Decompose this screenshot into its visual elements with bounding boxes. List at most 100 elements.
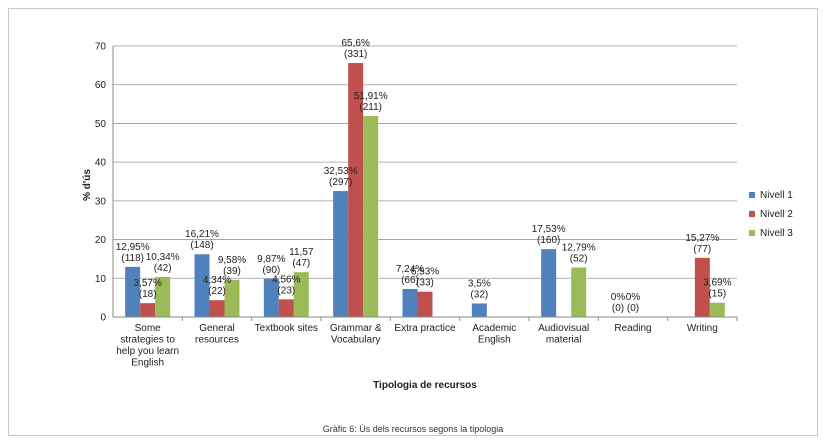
data-label: (90)	[262, 265, 280, 276]
data-label: (66)	[401, 275, 419, 286]
legend-swatch	[749, 230, 755, 236]
data-label: 3,57%	[133, 278, 161, 289]
data-label: 11,57	[289, 247, 314, 258]
legend-swatch	[749, 192, 755, 198]
x-category-label: Extra practice	[394, 323, 456, 334]
data-label: 3,69%	[703, 278, 731, 289]
data-label: (15)	[708, 289, 726, 300]
data-label: 0%	[626, 292, 641, 303]
bar-nivell-2	[209, 300, 225, 317]
data-label: (77)	[693, 244, 711, 255]
data-label: (32)	[470, 289, 488, 300]
data-label: 6,53%	[411, 267, 439, 278]
y-tick-label: 50	[95, 119, 107, 130]
data-label: (297)	[329, 177, 352, 188]
data-label: (39)	[223, 266, 241, 277]
data-label: 9,58%	[218, 255, 246, 266]
x-category-label: Writing	[687, 323, 718, 334]
legend-label: Nivell 2	[760, 209, 793, 220]
bar-nivell-3	[293, 272, 309, 317]
data-label: (18)	[139, 289, 157, 300]
bar-nivell-3	[155, 276, 171, 317]
grid-lines	[113, 45, 737, 279]
legend-label: Nivell 1	[760, 190, 793, 201]
bar-nivell-2	[348, 63, 364, 317]
y-tick-label: 60	[95, 80, 107, 91]
y-tick-label: 0	[100, 313, 106, 324]
chart-frame	[8, 8, 818, 436]
bar-nivell-1	[194, 254, 210, 317]
x-category-label: General	[199, 323, 235, 334]
legend-swatch	[749, 211, 755, 217]
y-tick-label: 70	[95, 42, 107, 53]
legend-label: Nivell 3	[760, 228, 793, 239]
data-label: 3,5%	[468, 278, 491, 289]
data-label: (33)	[416, 278, 434, 289]
legend: Nivell 1 Nivell 2 Nivell 3	[749, 190, 793, 239]
bar-nivell-2	[694, 257, 710, 317]
x-category-label: resources	[195, 335, 239, 346]
x-category-label: help you learn	[116, 346, 179, 357]
x-category-label: Audiovisual	[538, 323, 589, 334]
data-label: (42)	[154, 263, 172, 274]
x-category-label: Reading	[614, 323, 651, 334]
bar-nivell-1	[471, 303, 487, 317]
data-label: (118)	[121, 253, 144, 264]
data-label: (331)	[344, 49, 367, 60]
y-tick-label: 10	[95, 274, 107, 285]
x-category-label: Vocabulary	[331, 335, 380, 346]
bar-nivell-3	[224, 279, 240, 317]
data-label: 16,21%	[185, 229, 219, 240]
bar-nivell-3	[363, 116, 379, 317]
bar-nivell-2	[417, 291, 433, 317]
data-label: 9,87%	[257, 254, 285, 265]
x-category-label: English	[478, 335, 511, 346]
data-label: 51,91%	[354, 91, 388, 102]
bar-nivell-2	[140, 303, 156, 317]
data-label: (22)	[208, 286, 226, 297]
data-label: 65,6%	[341, 38, 369, 49]
bar-nivell-1	[402, 288, 418, 317]
bar-nivell-3	[709, 302, 725, 317]
data-label: (0)	[627, 303, 639, 314]
x-category-label: Textbook sites	[255, 323, 318, 334]
y-tick-label: 20	[95, 235, 107, 246]
x-category-label: material	[546, 335, 582, 346]
bar-nivell-2	[278, 299, 294, 317]
y-tick-label: 40	[95, 158, 107, 169]
data-label: (52)	[570, 253, 588, 264]
x-category-label: English	[131, 358, 164, 369]
data-label: 10,34%	[146, 252, 180, 263]
x-category-label: Academic	[472, 323, 516, 334]
data-label: 32,53%	[324, 166, 358, 177]
data-label: (47)	[292, 258, 310, 269]
bars	[125, 63, 725, 317]
data-label: (0)	[612, 303, 624, 314]
bar-nivell-1	[541, 249, 557, 317]
data-label: (148)	[190, 240, 213, 251]
data-label: (160)	[537, 235, 560, 246]
y-axis-title: % d'ús	[82, 169, 93, 201]
bar-nivell-1	[263, 278, 279, 317]
bar-nivell-1	[333, 191, 349, 317]
x-category-label: Grammar &	[330, 323, 382, 334]
data-label: (23)	[277, 285, 295, 296]
data-label: 12,79%	[562, 242, 596, 253]
x-category-label: strategies to	[120, 335, 175, 346]
y-axis-ticks: 0 10 20 30 40 50 60 70	[95, 42, 107, 324]
data-label: 12,95%	[116, 242, 150, 253]
data-label: 0%	[611, 292, 626, 303]
data-labels: 12,95%(118) 3,57%(18) 10,34%(42) 16,21%(148…	[116, 38, 732, 314]
y-tick-label: 30	[95, 196, 107, 207]
data-label: 7,24%	[396, 264, 424, 275]
x-axis-title: Tipologia de recursos	[373, 380, 477, 391]
data-label: 4,34%	[203, 275, 231, 286]
figure-caption: Gràfic 6: Ús dels recursos segons la tip…	[322, 424, 504, 434]
data-label: 4,56%	[272, 274, 300, 285]
bar-nivell-1	[125, 266, 141, 317]
data-label: 17,53%	[532, 224, 566, 235]
bar-nivell-3	[571, 267, 587, 317]
bar-chart: 0 10 20 30 40 50 60 70 12,95%(118) 3,57%(18) 10,3…	[82, 38, 793, 391]
data-label: 15,27%	[685, 233, 719, 244]
